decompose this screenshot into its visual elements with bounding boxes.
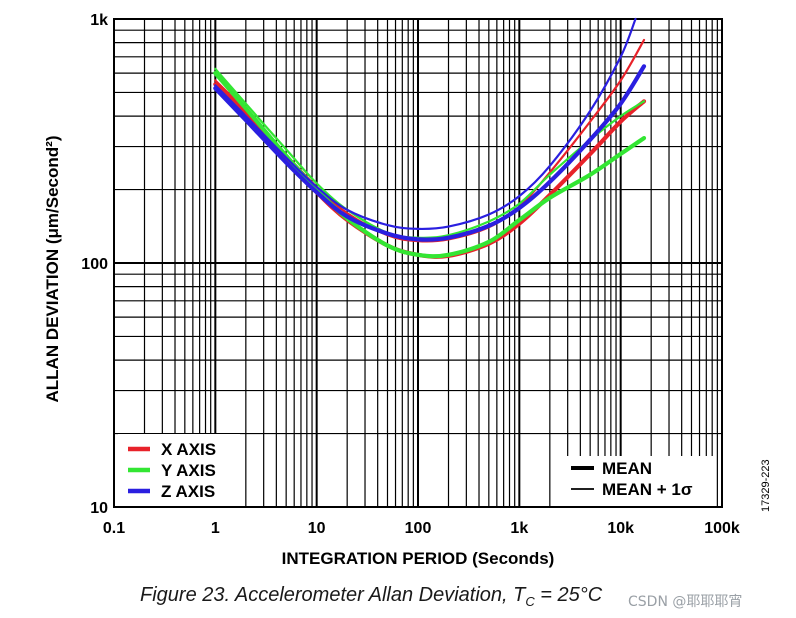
legend-style-label: MEAN + 1σ bbox=[602, 480, 693, 499]
x-tick-label: 10k bbox=[607, 520, 634, 537]
legend-label: Z AXIS bbox=[161, 482, 215, 501]
y-tick-label: 10 bbox=[90, 500, 108, 517]
legend-label: X AXIS bbox=[161, 440, 216, 459]
caption-suffix: = 25°C bbox=[534, 584, 603, 606]
figure-caption: Figure 23. Accelerometer Allan Deviation… bbox=[140, 584, 602, 609]
x-tick-label: 1k bbox=[510, 520, 528, 537]
plot-frame bbox=[113, 18, 723, 508]
series-lines bbox=[213, 17, 647, 259]
tick-labels: 0.1 1 10 100 1k 10k 100k 10 100 1k bbox=[81, 12, 740, 537]
legend-style-label: MEAN bbox=[602, 459, 652, 478]
legend-axes: X AXIS Y AXIS Z AXIS bbox=[118, 434, 240, 506]
y-tick-label: 100 bbox=[81, 256, 108, 273]
grid bbox=[113, 19, 722, 508]
series-line-z-axis-mean bbox=[213, 64, 647, 242]
x-axis-label: INTEGRATION PERIOD (Seconds) bbox=[282, 549, 555, 568]
watermark: CSDN @耶耶耶宵 bbox=[628, 594, 743, 610]
legend-styles-box bbox=[552, 456, 714, 506]
x-tick-label: 10 bbox=[308, 520, 326, 537]
y-axis-label: ALLAN DEVIATION (μm/Second²) bbox=[43, 136, 62, 403]
x-tick-label: 1 bbox=[211, 520, 220, 537]
y-tick-label: 1k bbox=[90, 12, 108, 29]
figure-id: 17329-223 bbox=[760, 459, 772, 512]
x-tick-label: 100k bbox=[704, 520, 740, 537]
legend-styles: MEAN MEAN + 1σ bbox=[552, 456, 714, 506]
legend-label: Y AXIS bbox=[161, 461, 216, 480]
series-line-x-axis-mean bbox=[213, 82, 647, 259]
caption-subscript: C bbox=[525, 594, 535, 609]
x-tick-label: 100 bbox=[405, 520, 432, 537]
x-tick-label: 0.1 bbox=[103, 520, 125, 537]
caption-prefix: Figure 23. Accelerometer Allan Deviation… bbox=[140, 584, 526, 606]
series-line-z-axis-mean-1 bbox=[214, 17, 637, 231]
